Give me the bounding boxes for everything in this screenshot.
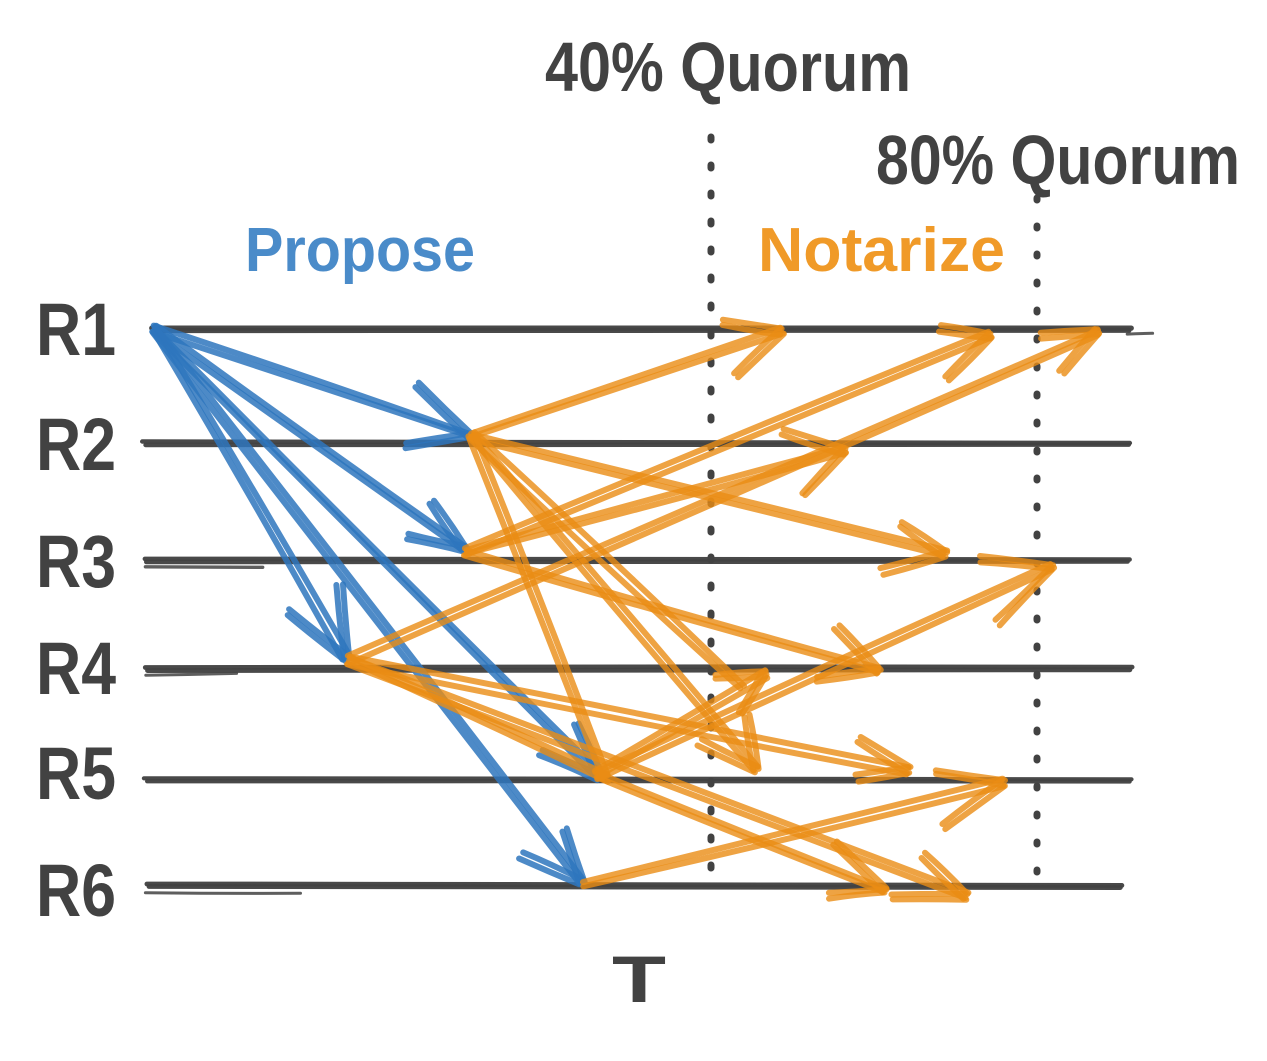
svg-text:R4: R4	[36, 627, 116, 710]
svg-text:Notarize: Notarize	[758, 216, 1005, 285]
svg-text:R5: R5	[36, 732, 116, 815]
svg-text:40% Quorum: 40% Quorum	[545, 28, 911, 106]
svg-text:Propose: Propose	[245, 216, 475, 285]
svg-text:R3: R3	[36, 520, 116, 603]
svg-text:R2: R2	[36, 403, 116, 486]
svg-text:T: T	[612, 942, 666, 1016]
svg-text:80% Quorum: 80% Quorum	[876, 121, 1240, 199]
svg-text:R6: R6	[36, 849, 116, 932]
svg-text:R1: R1	[36, 288, 116, 371]
